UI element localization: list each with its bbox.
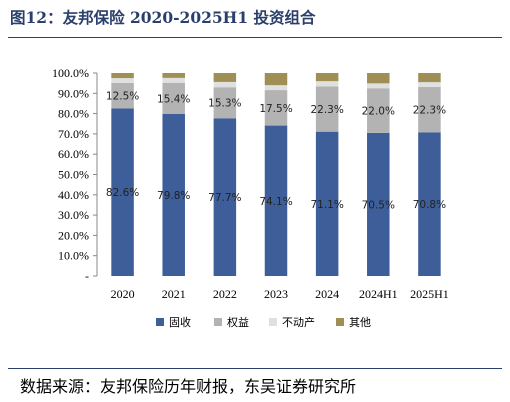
y-tick-label: 70.0% — [58, 127, 89, 141]
bar-segment — [264, 73, 288, 86]
bar-segment — [264, 90, 288, 126]
bar-segment — [315, 131, 339, 276]
bar-segment — [213, 73, 237, 82]
data-source-note: 数据来源：友邦保险历年财报，东吴证券研究所 — [20, 377, 357, 396]
x-tick-label: 2020 — [111, 287, 135, 301]
x-tick-label: 2024 — [315, 287, 339, 301]
data-label: 15.4% — [157, 93, 190, 105]
bar-segment — [418, 132, 441, 276]
data-label: 77.7% — [208, 192, 241, 204]
data-label: 22.0% — [362, 106, 395, 118]
y-tick-label: 100.0% — [52, 66, 89, 80]
bar-segment — [418, 73, 441, 83]
data-label: 70.5% — [362, 199, 395, 211]
bar-segment — [315, 73, 339, 82]
y-tick-label: 20.0% — [58, 228, 89, 242]
bar-segment — [162, 77, 185, 83]
data-label: 22.3% — [310, 104, 343, 116]
x-tick-label: 2025H1 — [410, 287, 449, 301]
data-label: 71.1% — [310, 199, 343, 211]
data-label: 17.5% — [259, 103, 292, 115]
bar-segment — [315, 86, 339, 132]
data-label: 70.8% — [413, 199, 446, 211]
y-tick-label: 30.0% — [58, 208, 89, 222]
data-label: 79.8% — [157, 190, 190, 202]
bar-segment — [111, 78, 134, 83]
bar-segment — [213, 118, 237, 276]
legend-label: 其他 — [349, 316, 371, 329]
y-tick-label: 40.0% — [58, 188, 89, 202]
bar-segment — [213, 81, 237, 88]
legend-swatch — [156, 318, 164, 326]
x-tick-label: 2021 — [162, 287, 186, 301]
bar-segment — [418, 82, 441, 88]
bar-segment — [162, 82, 185, 115]
data-label: 82.6% — [106, 187, 139, 199]
bar-segment — [367, 73, 390, 84]
bar-segment — [264, 125, 288, 277]
bar-segment — [264, 85, 288, 91]
bar-segment — [213, 87, 237, 119]
x-tick-label: 2022 — [213, 287, 237, 301]
legend-label: 固收 — [169, 315, 191, 329]
y-tick-label: 50.0% — [58, 168, 89, 182]
bar-segment — [367, 83, 390, 89]
legend-swatch — [214, 318, 222, 326]
y-tick-label: 90.0% — [58, 86, 89, 100]
legend-label: 权益 — [227, 315, 249, 329]
bar-segment — [162, 73, 185, 78]
data-label: 22.3% — [413, 105, 446, 117]
data-label: 74.1% — [259, 196, 292, 208]
y-tick-label: 60.0% — [58, 147, 89, 161]
legend-swatch — [336, 318, 344, 326]
bar-segment — [111, 73, 134, 79]
x-tick-label: 2024H1 — [359, 287, 398, 301]
bar-segment — [367, 88, 390, 133]
y-tick-label: 10.0% — [58, 249, 89, 263]
bar-segment — [111, 108, 134, 277]
bar-segment — [367, 132, 390, 276]
bar-segment — [315, 81, 339, 87]
legend-swatch — [269, 318, 277, 326]
source-divider — [8, 368, 502, 369]
chart-title: 图12：友邦保险 2020-2025H1 投资组合 — [10, 8, 316, 27]
title-divider — [8, 37, 502, 38]
x-tick-label: 2023 — [264, 287, 288, 301]
y-tick-label: - — [85, 269, 89, 283]
data-label: 12.5% — [106, 91, 139, 103]
bar-segment — [418, 87, 441, 133]
bar-segment — [111, 82, 134, 109]
bar-segment — [162, 114, 185, 276]
data-label: 15.3% — [208, 98, 241, 110]
legend-label: 不动产 — [282, 315, 315, 329]
y-tick-label: 80.0% — [58, 107, 89, 121]
